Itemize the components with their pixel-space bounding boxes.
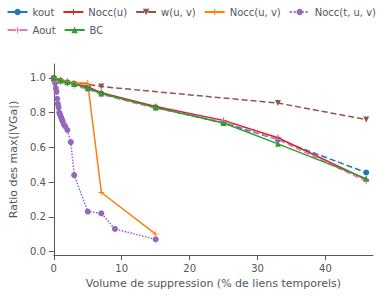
svg-text:0.0: 0.0 — [30, 246, 46, 257]
svg-text:kout: kout — [33, 7, 55, 18]
svg-text:Nocc(u): Nocc(u) — [88, 7, 127, 18]
svg-text:0.2: 0.2 — [30, 211, 46, 222]
svg-text:30: 30 — [251, 263, 264, 274]
svg-text:w(u, v): w(u, v) — [161, 7, 196, 18]
svg-text:Nocc(t, u, v): Nocc(t, u, v) — [315, 7, 376, 18]
svg-text:40: 40 — [319, 263, 332, 274]
svg-text:10: 10 — [115, 263, 128, 274]
svg-text:20: 20 — [183, 263, 196, 274]
svg-text:Nocc(u, v): Nocc(u, v) — [230, 7, 281, 18]
svg-text:Aout: Aout — [33, 25, 56, 36]
svg-text:0.4: 0.4 — [30, 177, 46, 188]
svg-text:Volume de suppression (% de li: Volume de suppression (% de liens tempor… — [86, 277, 341, 290]
svg-text:Ratio des max(|VGa|): Ratio des max(|VGa|) — [7, 101, 20, 218]
svg-text:0.8: 0.8 — [30, 107, 46, 118]
svg-text:0.6: 0.6 — [30, 142, 46, 153]
svg-text:BC: BC — [90, 25, 104, 36]
svg-text:0: 0 — [51, 263, 57, 274]
svg-text:1.0: 1.0 — [30, 72, 46, 83]
